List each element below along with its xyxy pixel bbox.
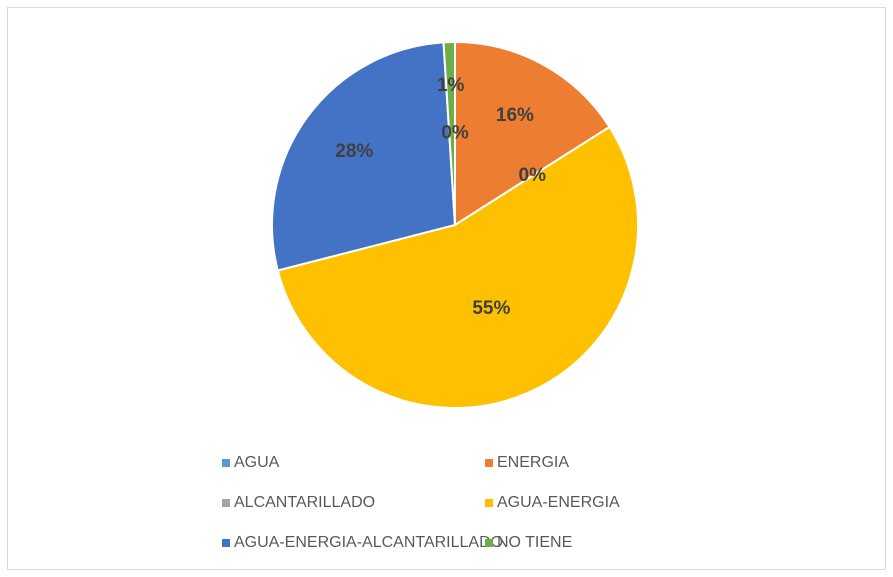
legend-label: ALCANTARILLADO	[234, 494, 375, 511]
data-label: 16%	[496, 105, 534, 126]
pie-slice	[276, 125, 639, 409]
legend-label: AGUA-ENERGIA-ALCANTARILLADO	[234, 534, 503, 551]
legend-swatch	[485, 499, 493, 507]
legend-swatch	[222, 499, 230, 507]
legend-label: AGUA	[234, 454, 280, 471]
legend-swatch	[485, 459, 493, 467]
data-label: 55%	[472, 298, 510, 319]
legend-swatch	[222, 459, 230, 467]
legend-label: ENERGIA	[497, 454, 569, 471]
legend-label: NO TIENE	[497, 534, 572, 551]
legend-label: AGUA-ENERGIA	[497, 494, 620, 511]
legend-swatch	[485, 539, 493, 547]
data-label: 1%	[437, 75, 465, 96]
data-label: 0%	[519, 165, 547, 186]
data-label: 0%	[441, 123, 469, 144]
pie-slice	[454, 40, 611, 227]
legend-swatch	[222, 539, 230, 547]
pie-slice	[442, 40, 456, 226]
pie-slice	[271, 41, 457, 272]
data-label: 28%	[335, 141, 373, 162]
